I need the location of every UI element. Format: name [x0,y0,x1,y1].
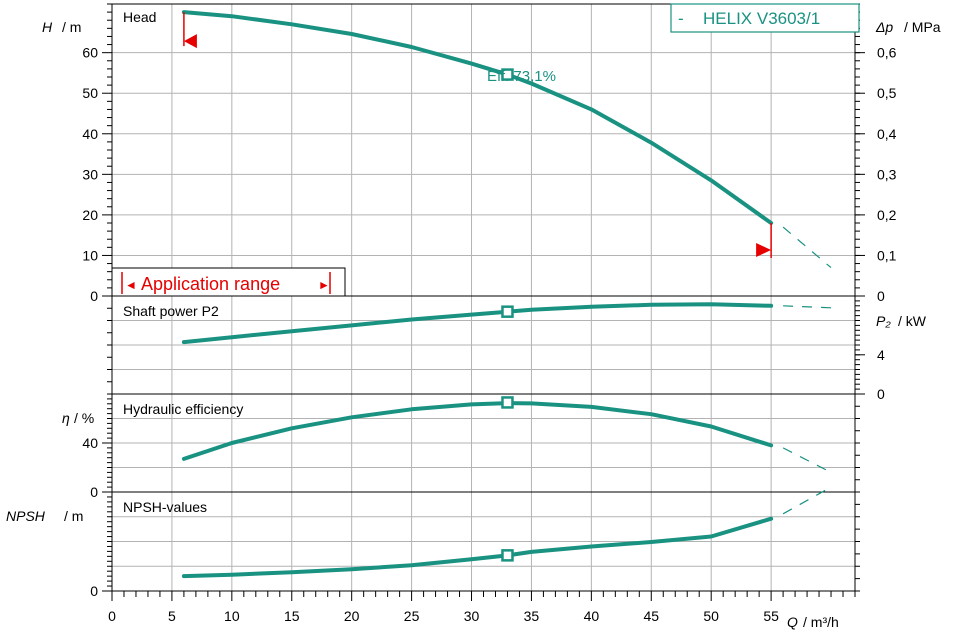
right-axis-tick-label: 0,3 [877,166,897,182]
right-axis-tick-label: 0 [877,386,885,402]
operating-point-marker [501,549,514,562]
operating-point-marker [501,305,514,318]
npsh-axis-symbol: NPSH [6,508,46,524]
right-axis-tick-label: 0,4 [877,126,897,142]
head-axis-unit: / m [62,19,81,35]
pressure-axis-symbol: Δp [875,19,893,35]
legend-box [670,3,860,33]
pressure-axis-unit: / MPa [904,19,941,35]
left-axis-tick-label: 60 [82,45,98,61]
efficiency-axis-symbol: η [62,410,70,426]
x-axis-tick-label: 10 [224,608,240,624]
left-axis-tick-label: 0 [90,583,98,599]
npsh-axis-unit: / m [64,508,83,524]
performance-curve [181,10,774,225]
right-axis-tick-label: 0,6 [877,45,897,61]
x-axis-tick-label: 5 [168,608,176,624]
curve-layer [181,10,832,579]
x-axis-tick-label: 20 [344,608,360,624]
efficiency-panel-title: Hydraulic efficiency [123,401,243,417]
performance-curve [181,516,774,579]
flow-axis-unit: / m³/h [803,614,839,630]
legend-dash: - [678,9,684,28]
left-axis-tick-label: 40 [82,126,98,142]
performance-curve [181,401,774,461]
power-panel-title: Shaft power P2 [123,303,219,319]
left-axis-tick-label: 30 [82,166,98,182]
curve-extension [782,226,832,269]
right-axis-tick-label: 0,2 [877,207,897,223]
x-axis-tick-label: 45 [643,608,659,624]
x-axis-tick-label: 40 [584,608,600,624]
left-axis-tick-label: 10 [82,247,98,263]
operating-point-marker [501,396,514,409]
right-axis-tick-label: 0,5 [877,85,897,101]
x-axis-tick-label: 35 [524,608,540,624]
left-axis-tick-label: 0 [90,288,98,304]
application-range-label: Application range [141,274,280,294]
application-end-arrow [756,243,772,257]
left-axis-tick-label: 20 [82,207,98,223]
power-axis-symbol: P₂ [876,313,891,329]
legend-series-label: HELIX V3603/1 [703,9,820,28]
x-axis-tick-label: 15 [284,608,300,624]
left-axis-tick-label: 50 [82,85,98,101]
flow-axis-symbol: Q [787,614,798,630]
left-axis-tick-label: 40 [82,435,98,451]
x-axis-tick-label: 30 [464,608,480,624]
grid-layer [112,4,855,591]
application-range-left-arrow: ◄ [125,278,137,292]
application-range-right-arrow: ► [318,278,330,292]
bep-efficiency-annotation: Eff. 73,1% [487,68,556,85]
right-axis-tick-label: 0 [877,288,885,304]
x-axis-tick-label: 0 [108,608,116,624]
x-axis-tick-label: 55 [763,608,779,624]
npsh-panel-title: NPSH-values [123,499,207,515]
x-axis-tick-label: 50 [703,608,719,624]
x-axis-tick-label: 25 [404,608,420,624]
curve-extension [783,305,832,309]
head-panel-title: Head [123,9,156,25]
efficiency-axis-unit: / % [74,410,94,426]
right-axis-tick-label: 4 [877,347,885,363]
right-axis-tick-label: 0,1 [877,247,897,263]
operating-point-marker [501,68,514,81]
performance-curve [181,302,774,345]
curve-extension [782,486,832,515]
head-axis-symbol: H [42,19,53,35]
panel-frame [111,3,856,297]
power-axis-unit: / kW [898,313,927,329]
curve-extension [782,447,832,473]
application-start-arrow [183,34,197,49]
left-axis-tick-label: 0 [90,484,98,500]
application-range-box [111,267,346,297]
